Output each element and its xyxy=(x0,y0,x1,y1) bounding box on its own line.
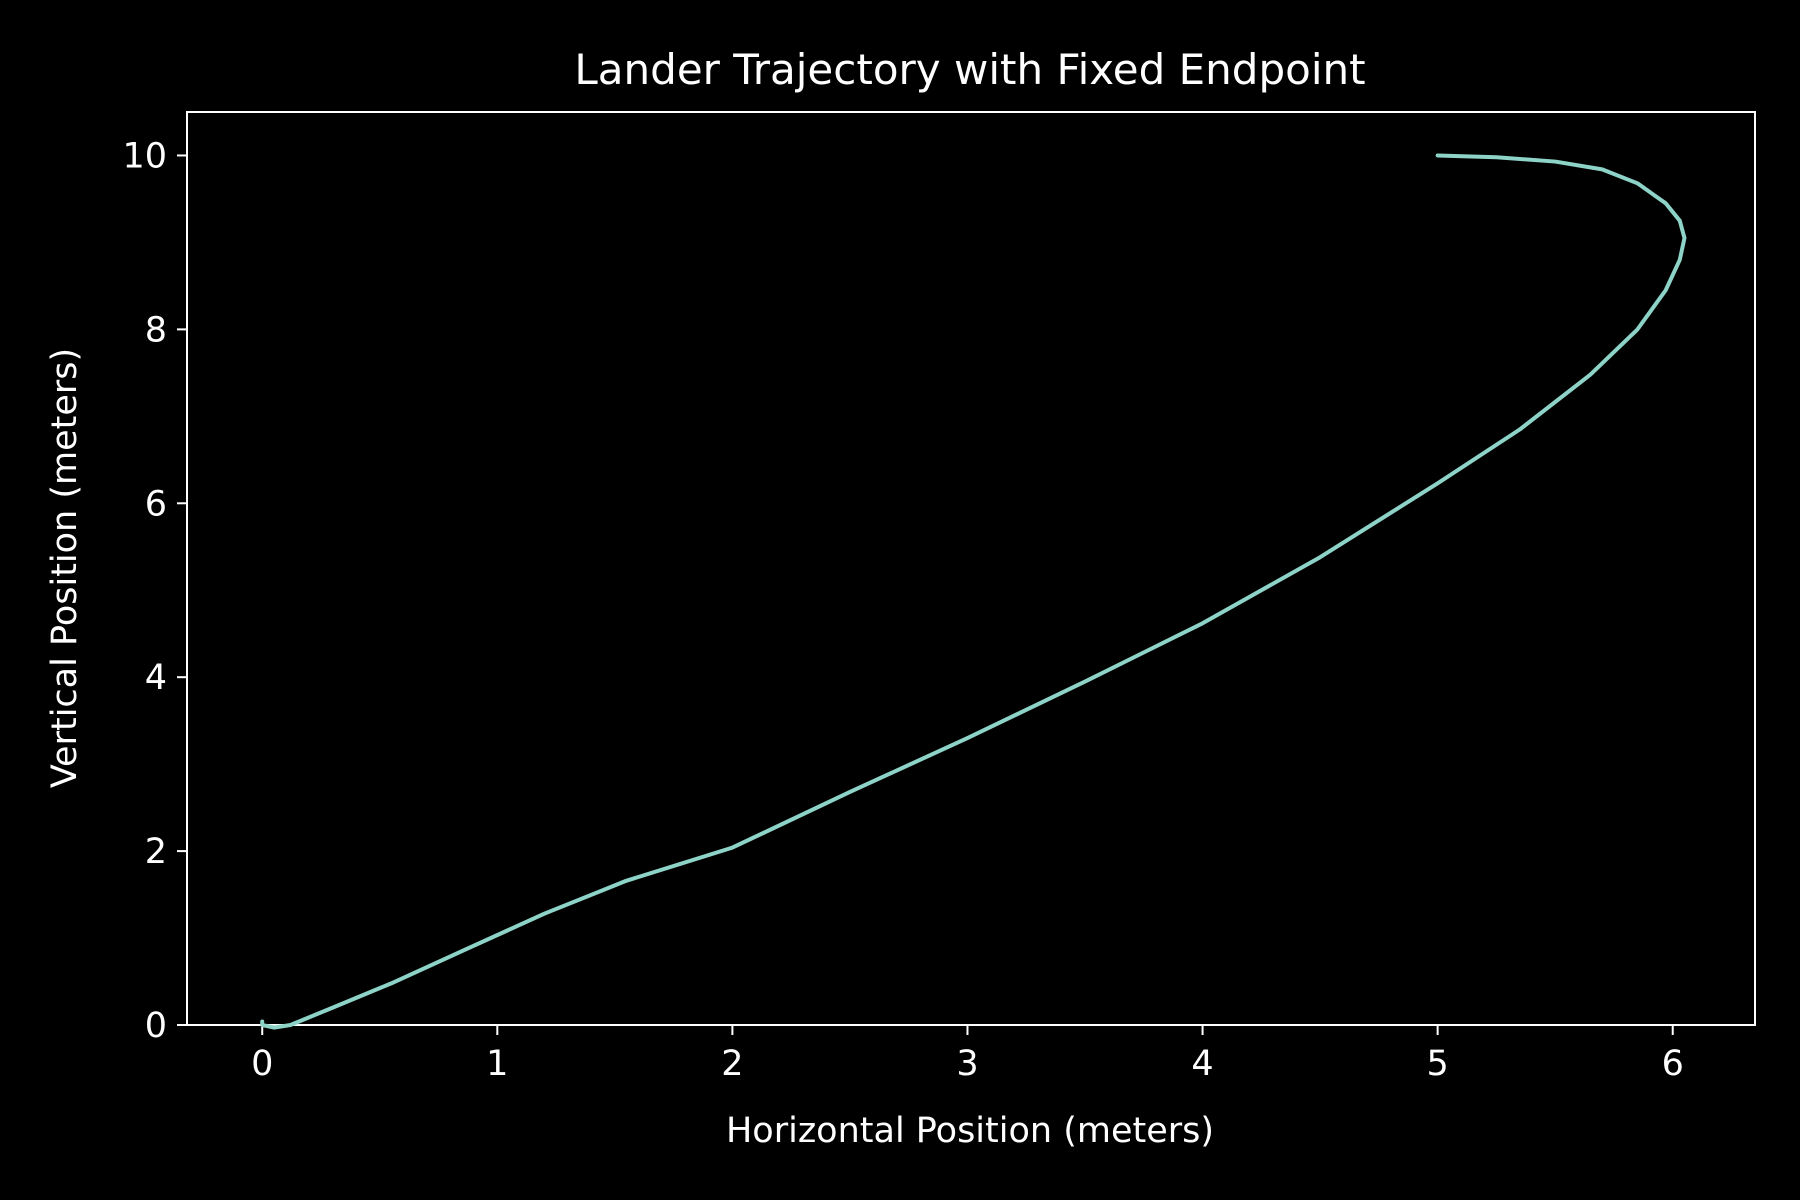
x-axis-label: Horizontal Position (meters) xyxy=(726,1111,1214,1151)
x-tick-label: 4 xyxy=(1191,1044,1213,1084)
x-tick-label: 3 xyxy=(956,1044,978,1084)
x-tick-label: 2 xyxy=(721,1044,743,1084)
y-tick-label: 2 xyxy=(145,832,167,872)
x-tick-label: 5 xyxy=(1426,1044,1448,1084)
chart-title: Lander Trajectory with Fixed Endpoint xyxy=(574,45,1365,94)
x-tick-label: 0 xyxy=(251,1044,273,1084)
plot-area-frame xyxy=(186,111,1756,1026)
x-tick-label: 6 xyxy=(1662,1044,1684,1084)
y-tick-label: 0 xyxy=(145,1006,167,1046)
y-tick-label: 6 xyxy=(145,484,167,524)
y-tick-label: 4 xyxy=(145,658,167,698)
trajectory-line xyxy=(260,153,1687,1030)
y-axis-label: Vertical Position (meters) xyxy=(45,348,85,788)
y-axis-ticks: 0 2 4 6 8 10 xyxy=(122,136,187,1046)
series-layer xyxy=(260,153,1687,1030)
y-tick-label: 8 xyxy=(145,310,167,350)
x-tick-label: 1 xyxy=(486,1044,508,1084)
x-axis-ticks: 0 1 2 3 4 5 6 xyxy=(251,1025,1684,1084)
y-tick-label: 10 xyxy=(122,136,167,176)
